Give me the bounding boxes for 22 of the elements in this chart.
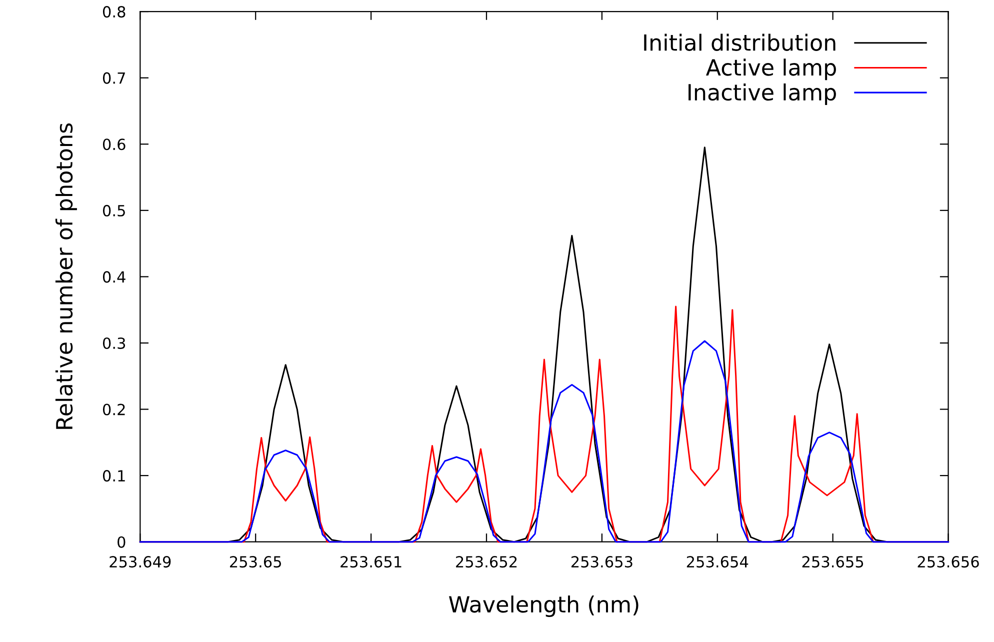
y-tick-label: 0.4 [102, 271, 126, 283]
y-tick-label: 0.7 [102, 72, 125, 84]
x-tick-label: 253.656 [918, 556, 979, 568]
x-tick-label: 253.653 [571, 556, 632, 568]
y-tick-label: 0.3 [102, 337, 126, 350]
y-tick-label: 0.5 [102, 204, 125, 216]
x-axis-title: Wavelength (nm) [448, 596, 638, 618]
y-tick-label: 0.2 [102, 404, 125, 416]
x-tick-label: 253.649 [110, 556, 171, 568]
y-tick-label: 0.1 [102, 470, 125, 482]
y-axis-title: Relative number of photons [55, 123, 77, 429]
x-tick-label: 253.654 [686, 556, 748, 568]
y-tick-label: 0.8 [102, 6, 126, 18]
x-tick-label: 253.651 [340, 556, 402, 568]
legend-label: Initial distribution [644, 34, 836, 51]
x-tick-label: 253.652 [456, 556, 517, 568]
y-tick-label: 0 [118, 536, 126, 548]
x-tick-label: 253.65 [230, 556, 281, 568]
legend-label: Inactive lamp [688, 83, 836, 105]
legend-label: Active lamp [706, 58, 836, 80]
y-tick-label: 0.6 [102, 138, 126, 150]
x-tick-label: 253.655 [802, 556, 864, 568]
